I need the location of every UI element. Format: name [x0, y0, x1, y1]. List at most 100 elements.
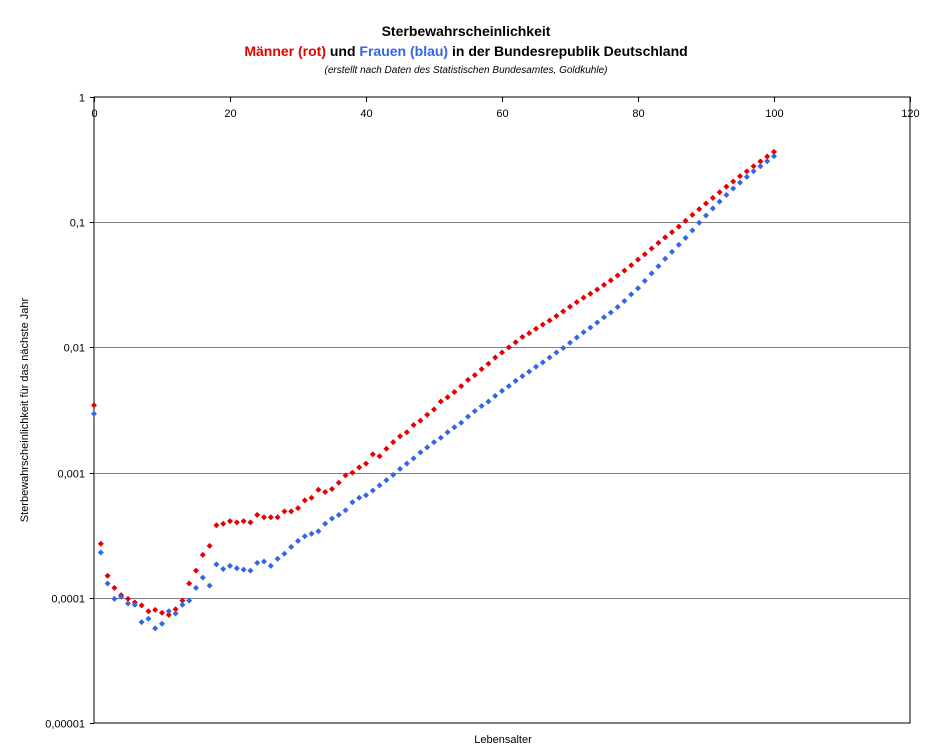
- data-point: [614, 272, 621, 279]
- data-point: [560, 308, 567, 315]
- data-point: [247, 567, 254, 574]
- data-point: [172, 610, 179, 617]
- data-point: [737, 179, 743, 186]
- data-point: [648, 270, 655, 277]
- data-point: [730, 185, 737, 192]
- data-point: [131, 601, 138, 608]
- data-point: [573, 334, 580, 341]
- data-point: [696, 219, 703, 226]
- data-point: [675, 241, 682, 248]
- data-point: [159, 609, 165, 616]
- plot-area: 1 0,1 0,01 0,001 0,0001 0,00001 0 20 40 60 80 100 12…: [45, 93, 919, 731]
- data-point: [587, 290, 594, 297]
- data-point: [363, 460, 369, 467]
- data-point: [97, 549, 104, 556]
- data-point: [91, 402, 97, 409]
- data-point: [254, 559, 261, 566]
- data-point: [301, 497, 308, 504]
- data-point: [553, 349, 560, 356]
- data-point: [145, 608, 152, 615]
- data-point: [417, 449, 424, 456]
- data-point: [227, 562, 233, 569]
- y-tick-label: 1: [79, 93, 85, 105]
- data-point: [505, 383, 512, 390]
- data-point: [267, 514, 274, 521]
- data-point: [465, 376, 471, 383]
- data-point: [471, 372, 478, 379]
- data-point: [349, 499, 356, 506]
- data-point: [750, 168, 757, 175]
- data-point: [580, 294, 587, 301]
- data-point: [703, 212, 709, 219]
- data-point: [567, 303, 573, 310]
- data-point: [730, 178, 737, 185]
- data-point: [587, 324, 594, 331]
- data-point: [716, 198, 723, 205]
- data-point: [308, 494, 315, 501]
- data-point: [723, 191, 730, 198]
- data-point: [458, 419, 465, 426]
- data-point: [179, 601, 186, 608]
- data-point: [111, 584, 118, 591]
- data-point: [478, 366, 485, 373]
- data-point: [757, 163, 764, 170]
- data-point: [519, 334, 526, 341]
- data-point: [159, 620, 165, 627]
- data-point: [437, 398, 444, 405]
- data-point: [757, 158, 764, 165]
- data-point: [322, 488, 329, 495]
- data-point: [526, 330, 533, 337]
- y-tick-label: 0,01: [64, 343, 85, 355]
- data-point: [233, 519, 240, 526]
- data-point: [580, 329, 587, 336]
- data-point: [165, 611, 172, 618]
- data-point: [471, 408, 478, 415]
- data-point: [199, 551, 206, 558]
- data-point: [369, 451, 376, 458]
- data-point: [492, 354, 499, 361]
- data-point: [519, 373, 526, 380]
- x-tick-label: 0: [91, 108, 97, 120]
- data-point: [172, 606, 179, 613]
- data-point: [363, 492, 369, 499]
- data-point: [628, 291, 635, 298]
- data-point: [179, 597, 186, 604]
- data-point: [662, 234, 669, 241]
- data-point: [594, 319, 601, 326]
- data-point: [771, 153, 777, 160]
- data-point: [267, 562, 274, 569]
- data-point: [546, 317, 553, 324]
- subtitle-part-3: in der Bundesrepublik Deutschland: [448, 43, 688, 59]
- data-point: [397, 465, 403, 472]
- data-point: [682, 217, 689, 224]
- data-point: [458, 383, 465, 390]
- data-point: [648, 245, 655, 252]
- data-point: [403, 460, 410, 467]
- data-point: [573, 299, 580, 306]
- data-point: [199, 574, 206, 581]
- chart-title: Sterbewahrscheinlichkeit: [382, 23, 551, 39]
- y-tick-label: 0,001: [57, 469, 85, 481]
- data-point: [410, 421, 417, 428]
- data-point: [424, 444, 431, 451]
- data-point: [186, 580, 193, 587]
- x-tick-label: 60: [496, 108, 508, 120]
- data-point: [91, 410, 97, 417]
- data-point: [641, 251, 648, 258]
- data-point: [669, 248, 675, 255]
- data-point: [104, 580, 111, 587]
- x-tick-label: 20: [224, 108, 236, 120]
- subtitle-part-0: Männer (rot): [244, 43, 326, 59]
- data-point: [628, 262, 635, 269]
- subtitle-part-1: und: [326, 43, 359, 59]
- data-point: [403, 429, 410, 436]
- data-point: [206, 582, 213, 589]
- data-point: [376, 482, 383, 489]
- data-point: [485, 398, 492, 405]
- subtitle-part-2: Frauen (blau): [359, 43, 448, 59]
- data-point: [743, 173, 750, 180]
- data-point: [655, 263, 662, 270]
- data-point: [145, 615, 152, 622]
- data-point: [295, 537, 301, 544]
